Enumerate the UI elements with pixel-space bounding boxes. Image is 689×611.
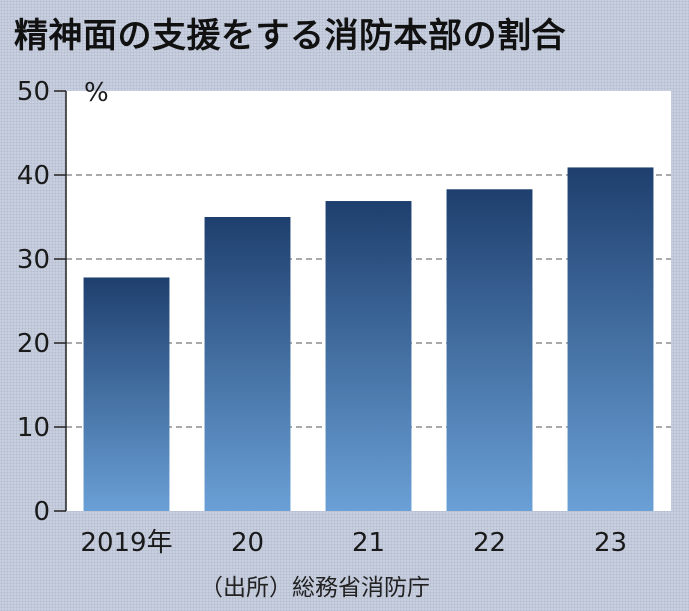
y-tick-label: 20: [17, 329, 50, 359]
bar: [83, 277, 170, 511]
y-tick-label: 30: [17, 245, 50, 275]
axes: 0 10 20 30 40 50 2019年 20 21 22 23: [17, 77, 627, 558]
chart-title: 精神面の支援をする消防本部の割合: [14, 16, 566, 56]
bar: [446, 189, 533, 511]
bar: [204, 217, 291, 511]
x-tick-label: 23: [594, 528, 627, 558]
y-unit-label: %: [84, 78, 109, 108]
x-tick-label: 21: [352, 528, 385, 558]
x-tick-label: 22: [473, 528, 506, 558]
y-tick-label: 0: [33, 497, 50, 527]
bar: [567, 167, 654, 511]
y-tick-label: 50: [17, 77, 50, 107]
bar: [325, 201, 412, 512]
y-tick-label: 40: [17, 161, 50, 191]
source-note: （出所）総務省消防庁: [200, 575, 430, 601]
y-tick-label: 10: [17, 413, 50, 443]
x-tick-label: 2019年: [80, 528, 172, 558]
bars: [83, 167, 654, 512]
x-tick-label: 20: [231, 528, 264, 558]
